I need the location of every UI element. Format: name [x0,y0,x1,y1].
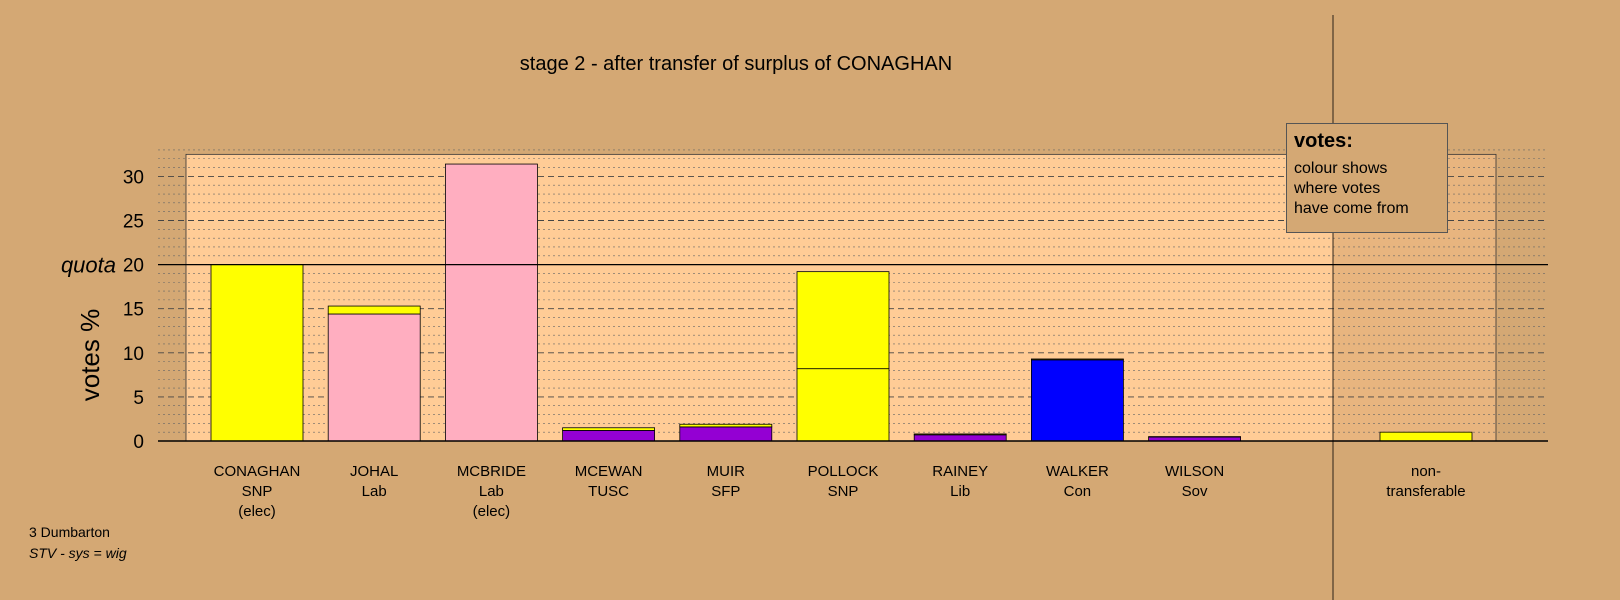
candidate-label-rainey-1: Lib [950,483,970,500]
candidate-label-conaghan-1: SNP [242,483,273,500]
candidate-label-rainey-0: RAINEY [932,463,988,480]
bar-johal-seg-1 [327,305,421,315]
y-tick-label-30: 30 [123,167,144,188]
candidate-label-pollock-1: SNP [828,483,859,500]
bar-mcbride-seg-0 [444,163,538,442]
quota-label: quota [61,253,116,278]
bar-pollock-seg-1 [796,271,890,370]
non-transferable-label-1: transferable [1386,483,1465,500]
bar-mcewan-seg-1 [562,427,655,431]
bar-walker-seg-1 [1031,358,1124,361]
candidate-label-mcbride-2: (elec) [473,503,511,520]
candidate-label-conaghan-0: CONAGHAN [214,463,301,480]
y-tick-label-0: 0 [133,432,144,453]
bar-johal-seg-0 [327,313,421,442]
non-transferable-label-0: non- [1411,463,1441,480]
y-tick-label-15: 15 [123,300,144,321]
y-tick-label-25: 25 [123,212,144,233]
bar-walker-seg-0 [1031,359,1124,442]
candidate-label-mcewan-1: TUSC [588,483,629,500]
bar-pollock-seg-0 [796,368,890,442]
constituency-label: 3 Dumbarton [29,524,110,540]
bar-non-transferable [1379,431,1473,442]
y-axis-label: votes % [75,309,105,402]
candidate-label-johal-0: JOHAL [350,463,398,480]
bar-muir-seg-0 [679,426,773,442]
bar-muir-seg-1 [679,423,773,428]
y-tick-label-20: 20 [123,256,144,277]
y-tick-label-10: 10 [123,344,144,365]
candidate-label-pollock-0: POLLOCK [808,463,879,480]
candidate-label-walker-0: WALKER [1046,463,1109,480]
system-label: STV - sys = wig [29,545,127,561]
chart-title: stage 2 - after transfer of surplus of C… [520,53,952,75]
candidate-label-wilson-0: WILSON [1165,463,1224,480]
bar-rainey-seg-0 [913,434,1007,442]
y-tick-label-5: 5 [133,388,144,409]
candidate-label-mcbride-1: Lab [479,483,504,500]
legend-title: votes: [1294,130,1353,152]
bar-conaghan-seg-0 [210,264,304,442]
legend-text: colour shows where votes have come from [1294,160,1409,217]
candidate-label-mcbride-0: MCBRIDE [457,463,526,480]
bar-mcewan-seg-0 [562,430,655,442]
legend-box: votes: colour shows where votes have com… [1286,123,1448,233]
candidate-label-muir-1: SFP [711,483,740,500]
candidate-label-walker-1: Con [1064,483,1092,500]
candidate-label-muir-0: MUIR [707,463,745,480]
candidate-label-conaghan-2: (elec) [238,503,276,520]
candidate-label-wilson-1: Sov [1182,483,1208,500]
bar-rainey-seg-1 [913,433,1007,436]
candidate-label-mcewan-0: MCEWAN [575,463,643,480]
candidate-label-johal-1: Lab [362,483,387,500]
